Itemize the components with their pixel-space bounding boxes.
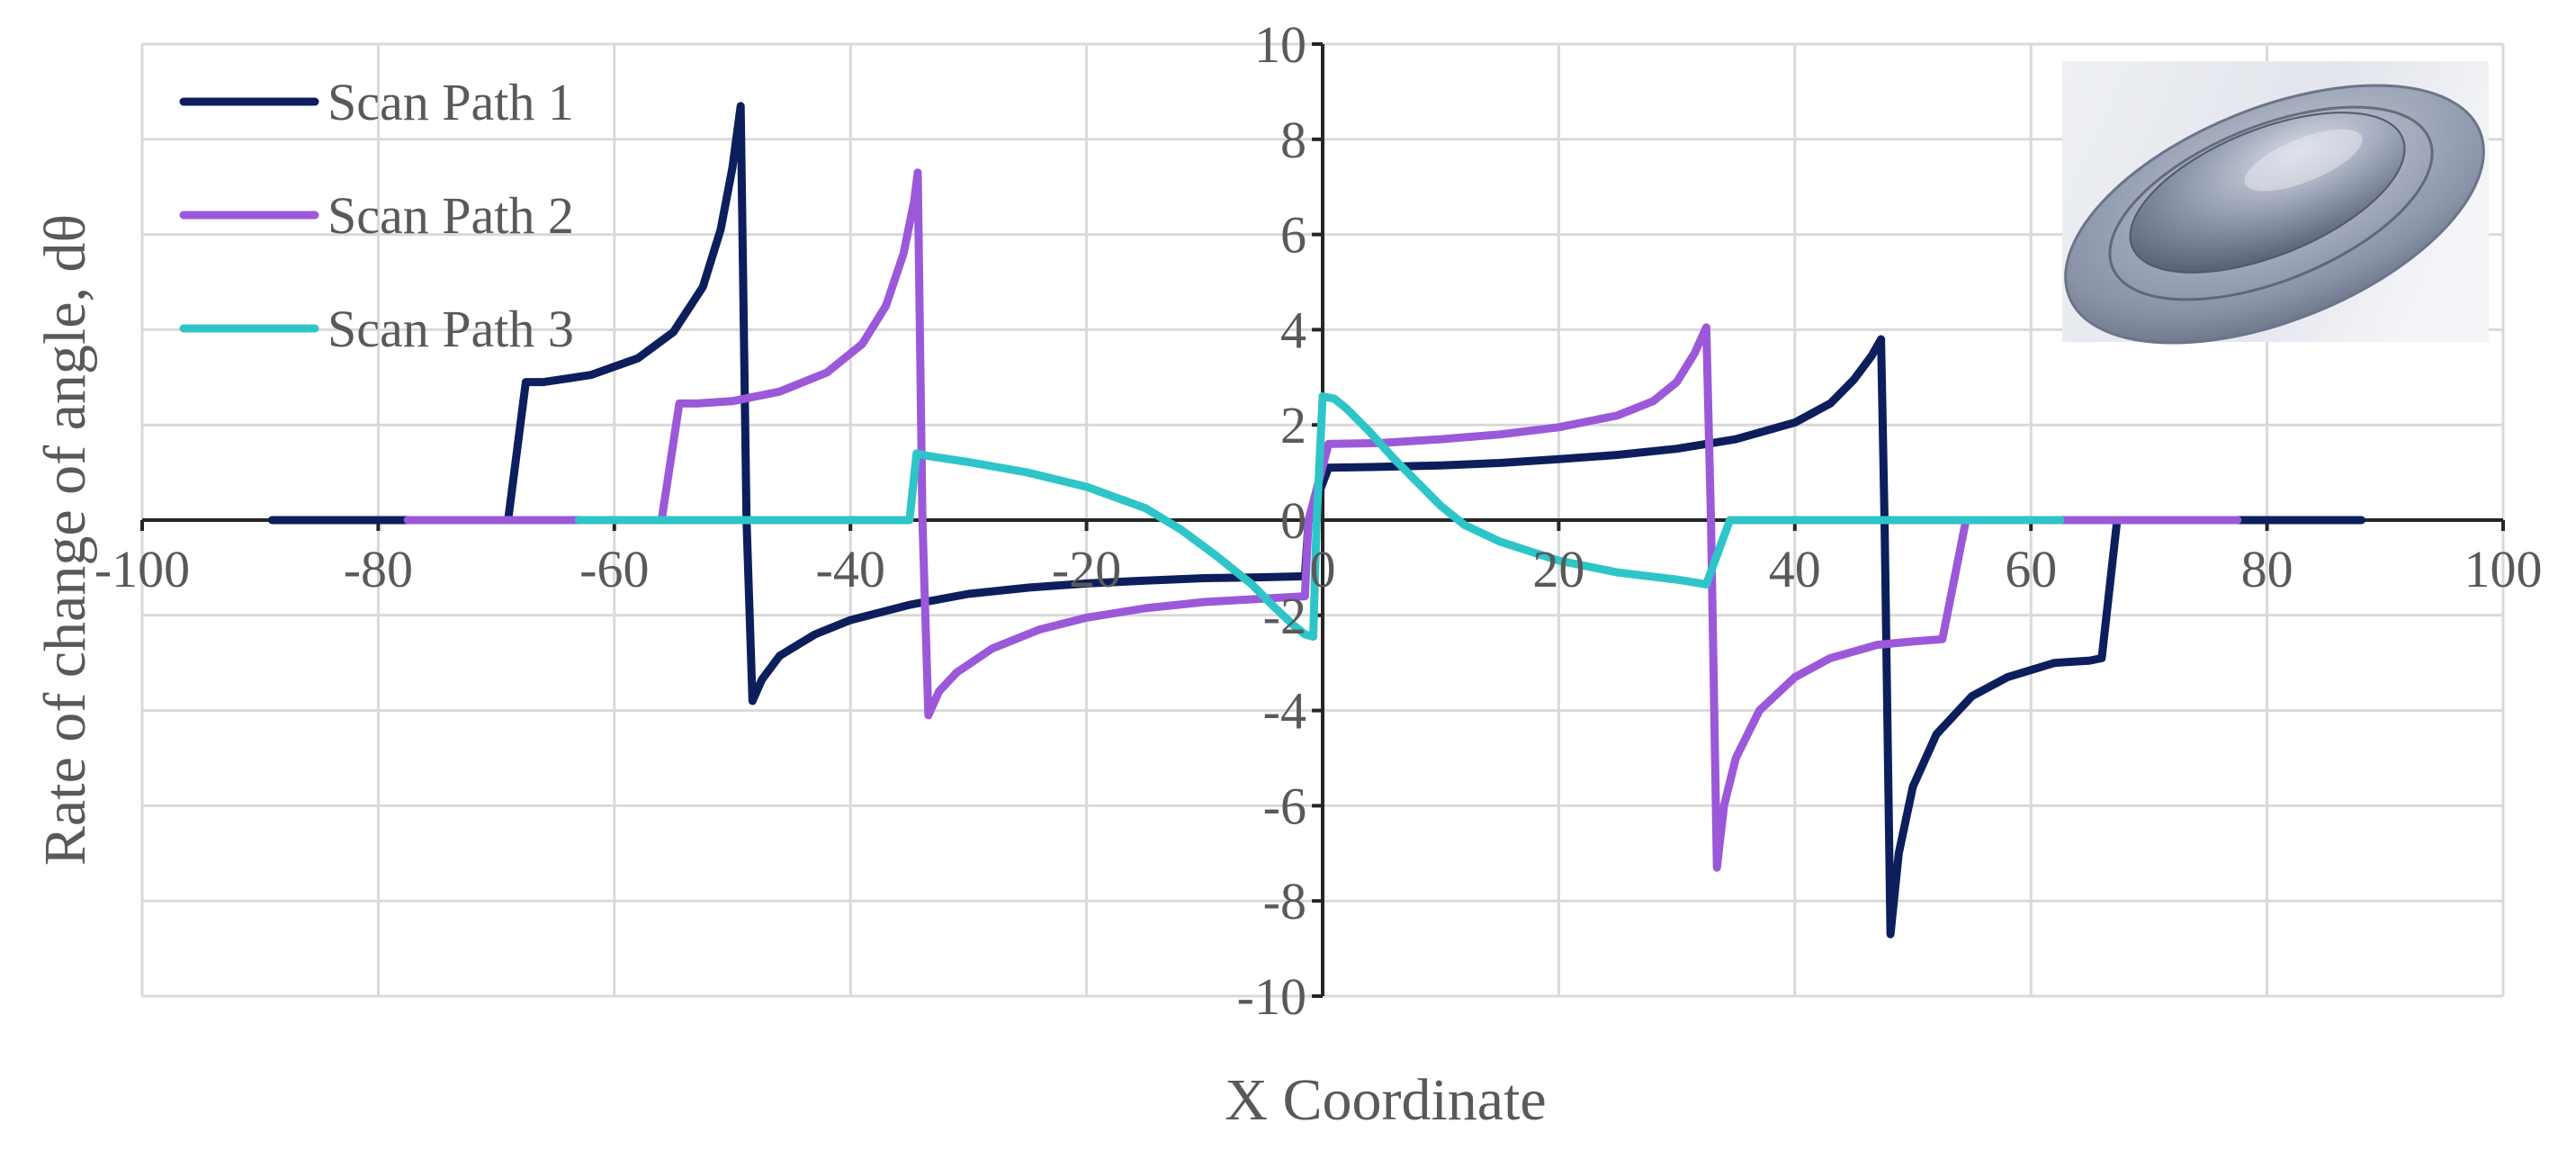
x-tick-label: -20 xyxy=(1052,540,1121,598)
x-tick-label: 100 xyxy=(2464,540,2543,598)
legend-label-1: Scan Path 1 xyxy=(328,73,574,131)
dome-highlight xyxy=(2244,129,2363,192)
tick-labels: -100 -80 -60 -40 -20 0 20 40 60 80 100-10-8-6-4-20… xyxy=(94,15,2543,1026)
x-tick-label: -100 xyxy=(94,540,190,598)
y-axis-title: Rate of change of angle, dθ xyxy=(32,214,98,866)
x-tick-label: 80 xyxy=(2241,540,2293,598)
x-tick-label: -80 xyxy=(344,540,413,598)
y-tick-label: 10 xyxy=(1254,15,1306,74)
y-tick-label: -6 xyxy=(1263,777,1306,835)
x-tick-label: -60 xyxy=(579,540,649,598)
x-tick-label: 60 xyxy=(2005,540,2057,598)
series-line-2 xyxy=(403,168,2242,872)
y-tick-label: 2 xyxy=(1280,396,1306,454)
y-tick-label: -4 xyxy=(1263,682,1306,741)
x-axis-title: X Coordinate xyxy=(1225,1067,1546,1133)
x-tick-label: 40 xyxy=(1769,540,1821,598)
y-tick-label: -10 xyxy=(1237,967,1306,1026)
inset-image xyxy=(2062,61,2489,345)
y-tick-label: 8 xyxy=(1280,111,1306,169)
x-tick-label: 0 xyxy=(1310,540,1336,598)
y-tick-label: 4 xyxy=(1280,301,1306,359)
y-tick-label: -8 xyxy=(1263,872,1306,930)
x-tick-label: -40 xyxy=(816,540,885,598)
y-tick-label: 0 xyxy=(1280,491,1306,550)
y-tick-label: -2 xyxy=(1263,587,1306,645)
series-line-3 xyxy=(574,392,2065,642)
legend-label-3: Scan Path 3 xyxy=(328,300,574,358)
series-lines xyxy=(267,102,2366,939)
dome-rim-groove xyxy=(2108,105,2434,301)
legend: Scan Path 1 Scan Path 2 Scan Path 3 xyxy=(179,73,574,358)
x-tick-label: 20 xyxy=(1532,540,1584,598)
legend-label-2: Scan Path 2 xyxy=(328,186,574,245)
y-tick-label: 6 xyxy=(1280,206,1306,265)
